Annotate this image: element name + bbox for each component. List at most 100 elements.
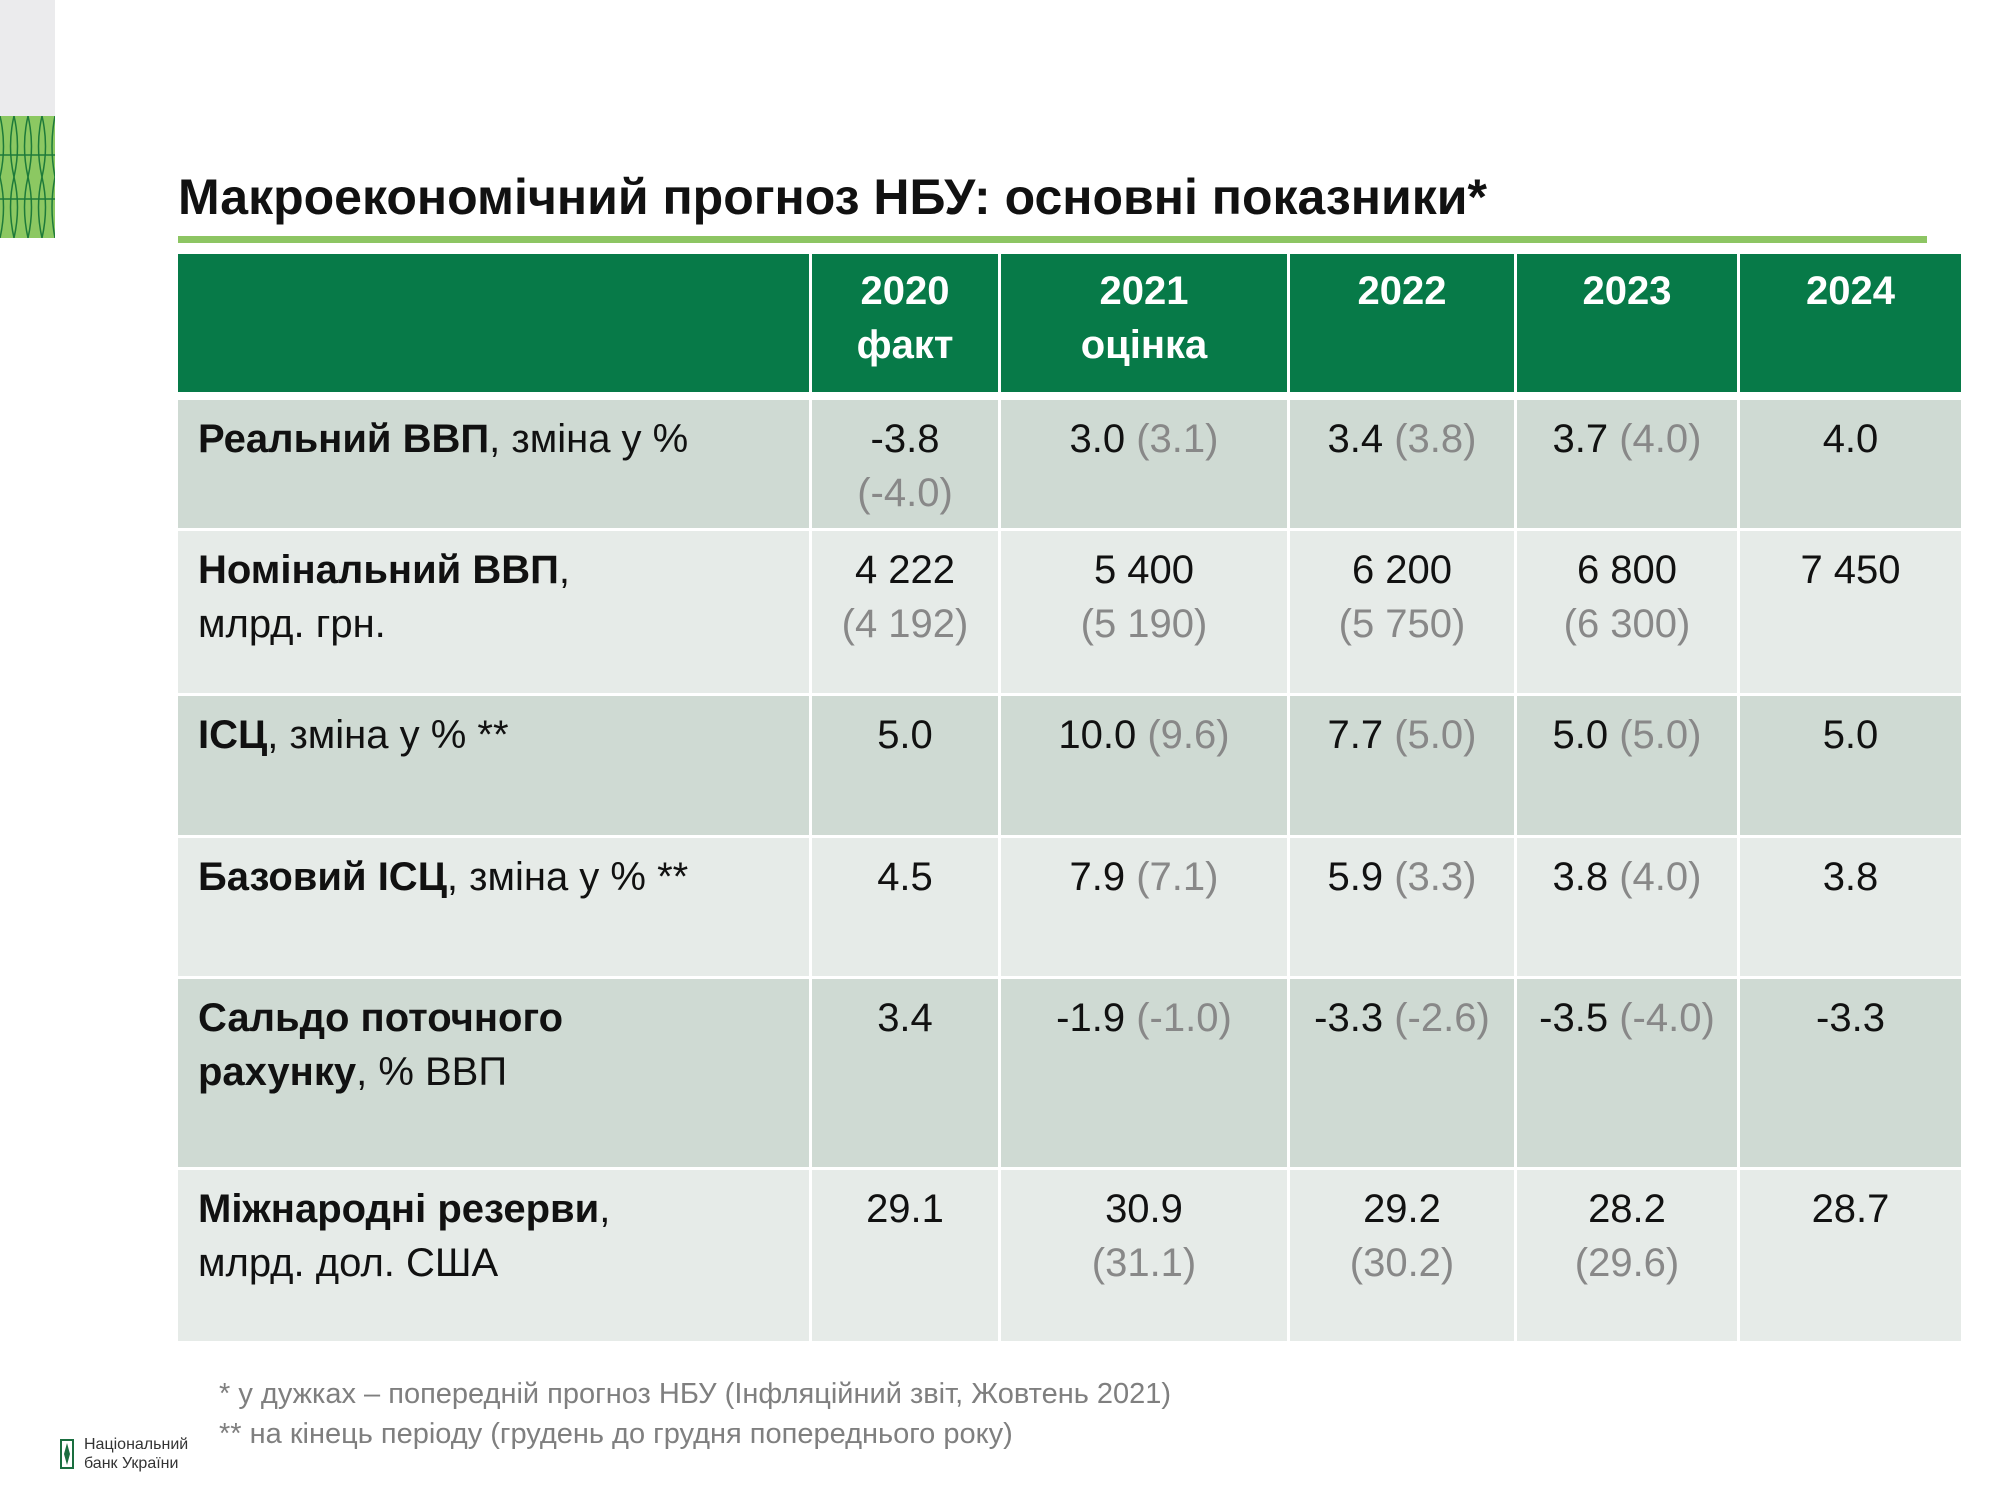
row-label: Номінальний ВВП, млрд. грн. — [178, 531, 812, 696]
value-cell: 29.1 — [812, 1170, 1001, 1344]
current-value: 5 400 — [1093, 548, 1195, 592]
value-cell: 3.7 (4.0) — [1517, 400, 1740, 531]
current-value: 3.4 — [877, 996, 933, 1040]
value-cell: 7.9 (7.1) — [1001, 838, 1290, 979]
table-row: Міжнародні резерви, млрд. дол. США 29.1 30.… — [178, 1170, 1961, 1344]
value-cell: 5.9 (3.3) — [1290, 838, 1517, 979]
previous-forecast-value: (5.0) — [1619, 713, 1702, 757]
value-cell: 5.0 — [1740, 696, 1961, 838]
current-value: -1.9 — [1056, 996, 1126, 1040]
nbu-logo: Національний банк України — [58, 1435, 188, 1473]
current-value: 6 200 — [1351, 548, 1453, 592]
logo-line-1: Національний — [84, 1436, 189, 1453]
header-year-2021: 2021 оцінка — [1001, 254, 1290, 400]
previous-forecast-value: (-4.0) — [857, 471, 953, 515]
value-cell: 3.8 — [1740, 838, 1961, 979]
current-value: 4 222 — [854, 548, 956, 592]
header-indicator-cell — [178, 254, 812, 400]
current-value: 4.0 — [1822, 417, 1879, 461]
value-cell: 29.2 (30.2) — [1290, 1170, 1517, 1344]
value-cell: 3.4 — [812, 979, 1001, 1170]
previous-forecast-value: (4.0) — [1619, 855, 1702, 899]
current-value: 7.7 — [1327, 713, 1384, 757]
current-value: 5.0 — [1552, 713, 1609, 757]
logo-line-2: банк України — [84, 1455, 179, 1472]
previous-forecast-value: (7.1) — [1136, 855, 1219, 899]
previous-forecast-value: (4.0) — [1619, 417, 1702, 461]
current-value: 10.0 — [1058, 713, 1137, 757]
previous-forecast-value: (3.1) — [1136, 417, 1219, 461]
previous-forecast-value: (6 300) — [1563, 602, 1691, 646]
value-cell: 3.8 (4.0) — [1517, 838, 1740, 979]
value-cell: -3.5 (-4.0) — [1517, 979, 1740, 1170]
previous-forecast-value: (9.6) — [1147, 713, 1230, 757]
value-cell: -3.3 (-2.6) — [1290, 979, 1517, 1170]
value-cell: 7.7 (5.0) — [1290, 696, 1517, 838]
value-cell: 30.9 (31.1) — [1001, 1170, 1290, 1344]
current-value: 3.0 — [1069, 417, 1126, 461]
forecast-table: 2020 факт 2021 оцінка 2022 2023 2024 Реаль… — [178, 254, 1961, 1344]
value-cell: 6 200 (5 750) — [1290, 531, 1517, 696]
previous-forecast-value: (3.8) — [1394, 417, 1477, 461]
row-label: Сальдо поточного рахунку, % ВВП — [178, 979, 812, 1170]
previous-forecast-value: (-4.0) — [1619, 996, 1715, 1040]
previous-forecast-value: (29.6) — [1574, 1241, 1680, 1285]
previous-forecast-value: (-1.0) — [1136, 996, 1232, 1040]
current-value: 3.7 — [1552, 417, 1609, 461]
value-cell: 28.2 (29.6) — [1517, 1170, 1740, 1344]
previous-forecast-value: (-2.6) — [1394, 996, 1490, 1040]
table-row: Номінальний ВВП, млрд. грн. 4 222 (4 192) 5 … — [178, 531, 1961, 696]
header-year-2023: 2023 — [1517, 254, 1740, 400]
current-value: 4.5 — [877, 855, 933, 899]
nbu-logo-icon — [60, 1439, 74, 1469]
current-value: 3.8 — [1552, 855, 1609, 899]
title-underline — [178, 236, 1927, 243]
previous-forecast-value: (5 190) — [1080, 602, 1208, 646]
current-value: 6 800 — [1576, 548, 1678, 592]
value-cell: 4.5 — [812, 838, 1001, 979]
current-value: -3.5 — [1539, 996, 1609, 1040]
current-value: 5.0 — [1822, 713, 1879, 757]
header-year-2024: 2024 — [1740, 254, 1961, 400]
value-cell: 6 800 (6 300) — [1517, 531, 1740, 696]
value-cell: 7 450 — [1740, 531, 1961, 696]
table-row: Базовий ІСЦ, зміна у % ** 4.5 7.9 (7.1) 5.9… — [178, 838, 1961, 979]
footnote-1: * у дужках – попередній прогноз НБУ (Інф… — [219, 1378, 1172, 1410]
previous-forecast-value: (5 750) — [1338, 602, 1466, 646]
current-value: 28.7 — [1811, 1187, 1890, 1231]
header-year-2022: 2022 — [1290, 254, 1517, 400]
value-cell: 3.4 (3.8) — [1290, 400, 1517, 531]
current-value: 5.0 — [877, 713, 933, 757]
value-cell: -3.8 (-4.0) — [812, 400, 1001, 531]
value-cell: 5.0 (5.0) — [1517, 696, 1740, 838]
row-label: ІСЦ, зміна у % ** — [178, 696, 812, 838]
header-year-2020: 2020 факт — [812, 254, 1001, 400]
previous-forecast-value: (30.2) — [1349, 1241, 1455, 1285]
decorative-gray-strip — [0, 0, 55, 116]
value-cell: -3.3 — [1740, 979, 1961, 1170]
current-value: 29.1 — [866, 1187, 944, 1231]
previous-forecast-value: (3.3) — [1394, 855, 1477, 899]
table-row: Реальний ВВП, зміна у % -3.8 (-4.0) 3.0 (3.… — [178, 400, 1961, 531]
decorative-pattern-icon — [0, 116, 55, 238]
table-header-row: 2020 факт 2021 оцінка 2022 2023 2024 — [178, 254, 1961, 400]
current-value: -3.3 — [1314, 996, 1384, 1040]
value-cell: 4.0 — [1740, 400, 1961, 531]
row-label: Реальний ВВП, зміна у % — [178, 400, 812, 531]
value-cell: 5.0 — [812, 696, 1001, 838]
current-value: 7.9 — [1069, 855, 1126, 899]
value-cell: 10.0 (9.6) — [1001, 696, 1290, 838]
table-row: Сальдо поточного рахунку, % ВВП 3.4 -1.9 (-… — [178, 979, 1961, 1170]
previous-forecast-value: (5.0) — [1394, 713, 1477, 757]
value-cell: 28.7 — [1740, 1170, 1961, 1344]
value-cell: 5 400 (5 190) — [1001, 531, 1290, 696]
current-value: 30.9 — [1105, 1187, 1183, 1231]
current-value: 3.4 — [1327, 417, 1384, 461]
current-value: 3.8 — [1822, 855, 1879, 899]
value-cell: 3.0 (3.1) — [1001, 400, 1290, 531]
footnote-2: ** на кінець періоду (грудень до грудня … — [219, 1418, 1013, 1450]
current-value: 5.9 — [1327, 855, 1384, 899]
table-row: ІСЦ, зміна у % ** 5.0 10.0 (9.6) 7.7 (5.0) 5… — [178, 696, 1961, 838]
page-title: Макроекономічний прогноз НБУ: основні по… — [178, 169, 1487, 225]
row-label: Базовий ІСЦ, зміна у % ** — [178, 838, 812, 979]
